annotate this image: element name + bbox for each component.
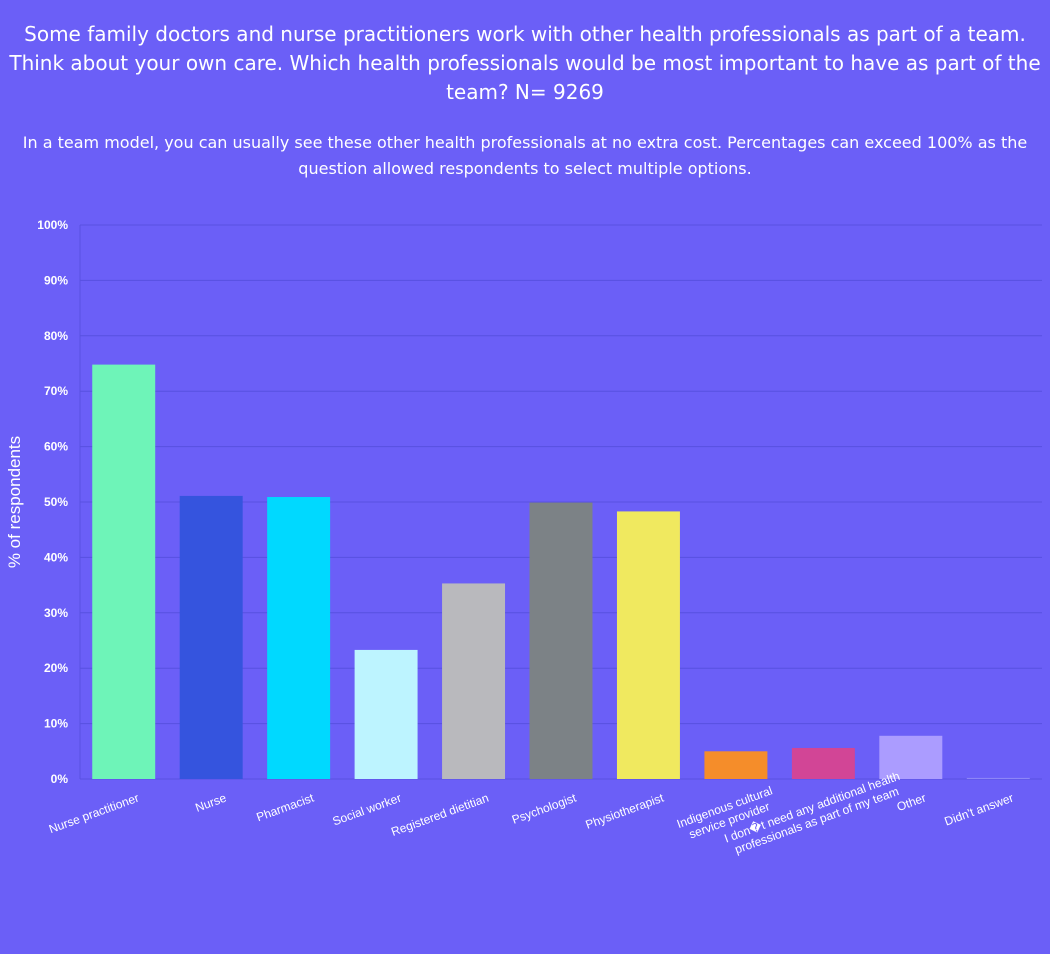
x-tick-label: Other [895, 791, 928, 814]
y-tick-label: 80% [44, 329, 68, 343]
bar [791, 747, 855, 779]
bar [442, 583, 506, 779]
y-tick-label: 100% [37, 218, 68, 232]
bar [616, 511, 680, 779]
bar [704, 751, 768, 779]
y-axis-title: % of respondents [5, 436, 24, 568]
y-tick-label: 50% [44, 495, 68, 509]
bar [354, 649, 418, 779]
bar [879, 735, 943, 779]
chart-subtitle: In a team model, you can usually see the… [22, 133, 1028, 178]
y-tick-label: 30% [44, 606, 68, 620]
x-tick-label: Registered dietitian [389, 791, 490, 839]
x-axis-labels: Nurse practitioner Nurse Pharmacist Social … [47, 769, 1016, 857]
y-axis-ticks: 0% 10% 20% 30% 40% 50% 60% 70% 80% 90% 100% [37, 218, 68, 786]
bars [92, 364, 1030, 779]
y-tick-label: 60% [44, 440, 68, 454]
bar [529, 502, 593, 779]
x-tick-label: Physiotherapist [584, 790, 667, 831]
y-tick-label: 40% [44, 550, 68, 564]
x-tick-label: Nurse practitioner [47, 791, 141, 837]
y-tick-label: 70% [44, 384, 68, 398]
bar [267, 497, 331, 779]
y-tick-label: 0% [51, 772, 69, 786]
y-tick-label: 20% [44, 661, 68, 675]
x-tick-label: Nurse [193, 791, 228, 815]
bar [92, 364, 156, 779]
x-tick-label: Pharmacist [254, 790, 316, 824]
y-tick-label: 10% [44, 717, 68, 731]
bar [966, 777, 1030, 779]
chart-title: Some family doctors and nurse practition… [9, 22, 1041, 104]
y-tick-label: 90% [44, 273, 68, 287]
bar [179, 495, 243, 779]
x-tick-label: Social worker [331, 791, 403, 829]
x-tick-label: Didn't answer [943, 791, 1016, 829]
x-tick-label: Psychologist [510, 790, 579, 826]
